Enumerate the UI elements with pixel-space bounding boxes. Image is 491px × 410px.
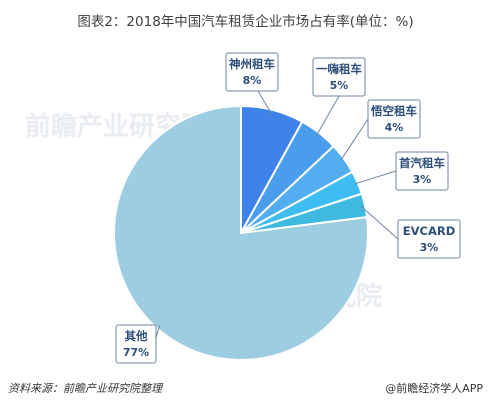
slice-label-name: 一嗨租车 xyxy=(316,62,362,76)
slice-label-name: EVCARD xyxy=(403,224,456,238)
leader-line-0 xyxy=(257,90,273,115)
slice-label-name: 神州租车 xyxy=(229,57,275,71)
slice-label-name: 悟空租车 xyxy=(371,104,417,118)
label-box-4 xyxy=(397,219,461,259)
label-box-1 xyxy=(312,57,366,97)
leader-line-2 xyxy=(340,118,369,161)
label-box-2 xyxy=(367,99,421,139)
label-box-0 xyxy=(225,52,279,92)
slice-label-value: 3% xyxy=(413,173,432,186)
pie-slice-5 xyxy=(113,104,369,361)
leader-line-4 xyxy=(360,205,399,240)
slice-label-value: 4% xyxy=(385,121,404,134)
slice-label-value: 77% xyxy=(123,346,149,359)
slice-label-value: 5% xyxy=(330,79,349,92)
slice-labels: 神州租车 8% 一嗨租车 5% 悟空租车 4% 首汽租车 3% EVCARD 3% 其他 77% xyxy=(115,52,461,364)
slice-label-value: 8% xyxy=(243,74,262,87)
leader-line-5 xyxy=(155,325,161,339)
leader-lines xyxy=(155,90,399,339)
label-box-5 xyxy=(115,324,157,364)
chart-title: 图表2：2018年中国汽车租赁企业市场占有率(单位：%) xyxy=(77,14,414,30)
slice-label-value: 3% xyxy=(420,241,439,254)
credit-note: @前瞻经济学人APP xyxy=(385,382,483,395)
slice-label-name: 其他 xyxy=(125,329,148,343)
leader-line-1 xyxy=(315,95,340,137)
pie-slices xyxy=(113,104,369,361)
source-note: 资料来源：前瞻产业研究院整理 xyxy=(8,382,162,395)
leader-line-3 xyxy=(353,170,397,185)
slice-label-name: 首汽租车 xyxy=(399,156,445,170)
label-box-3 xyxy=(395,151,449,191)
